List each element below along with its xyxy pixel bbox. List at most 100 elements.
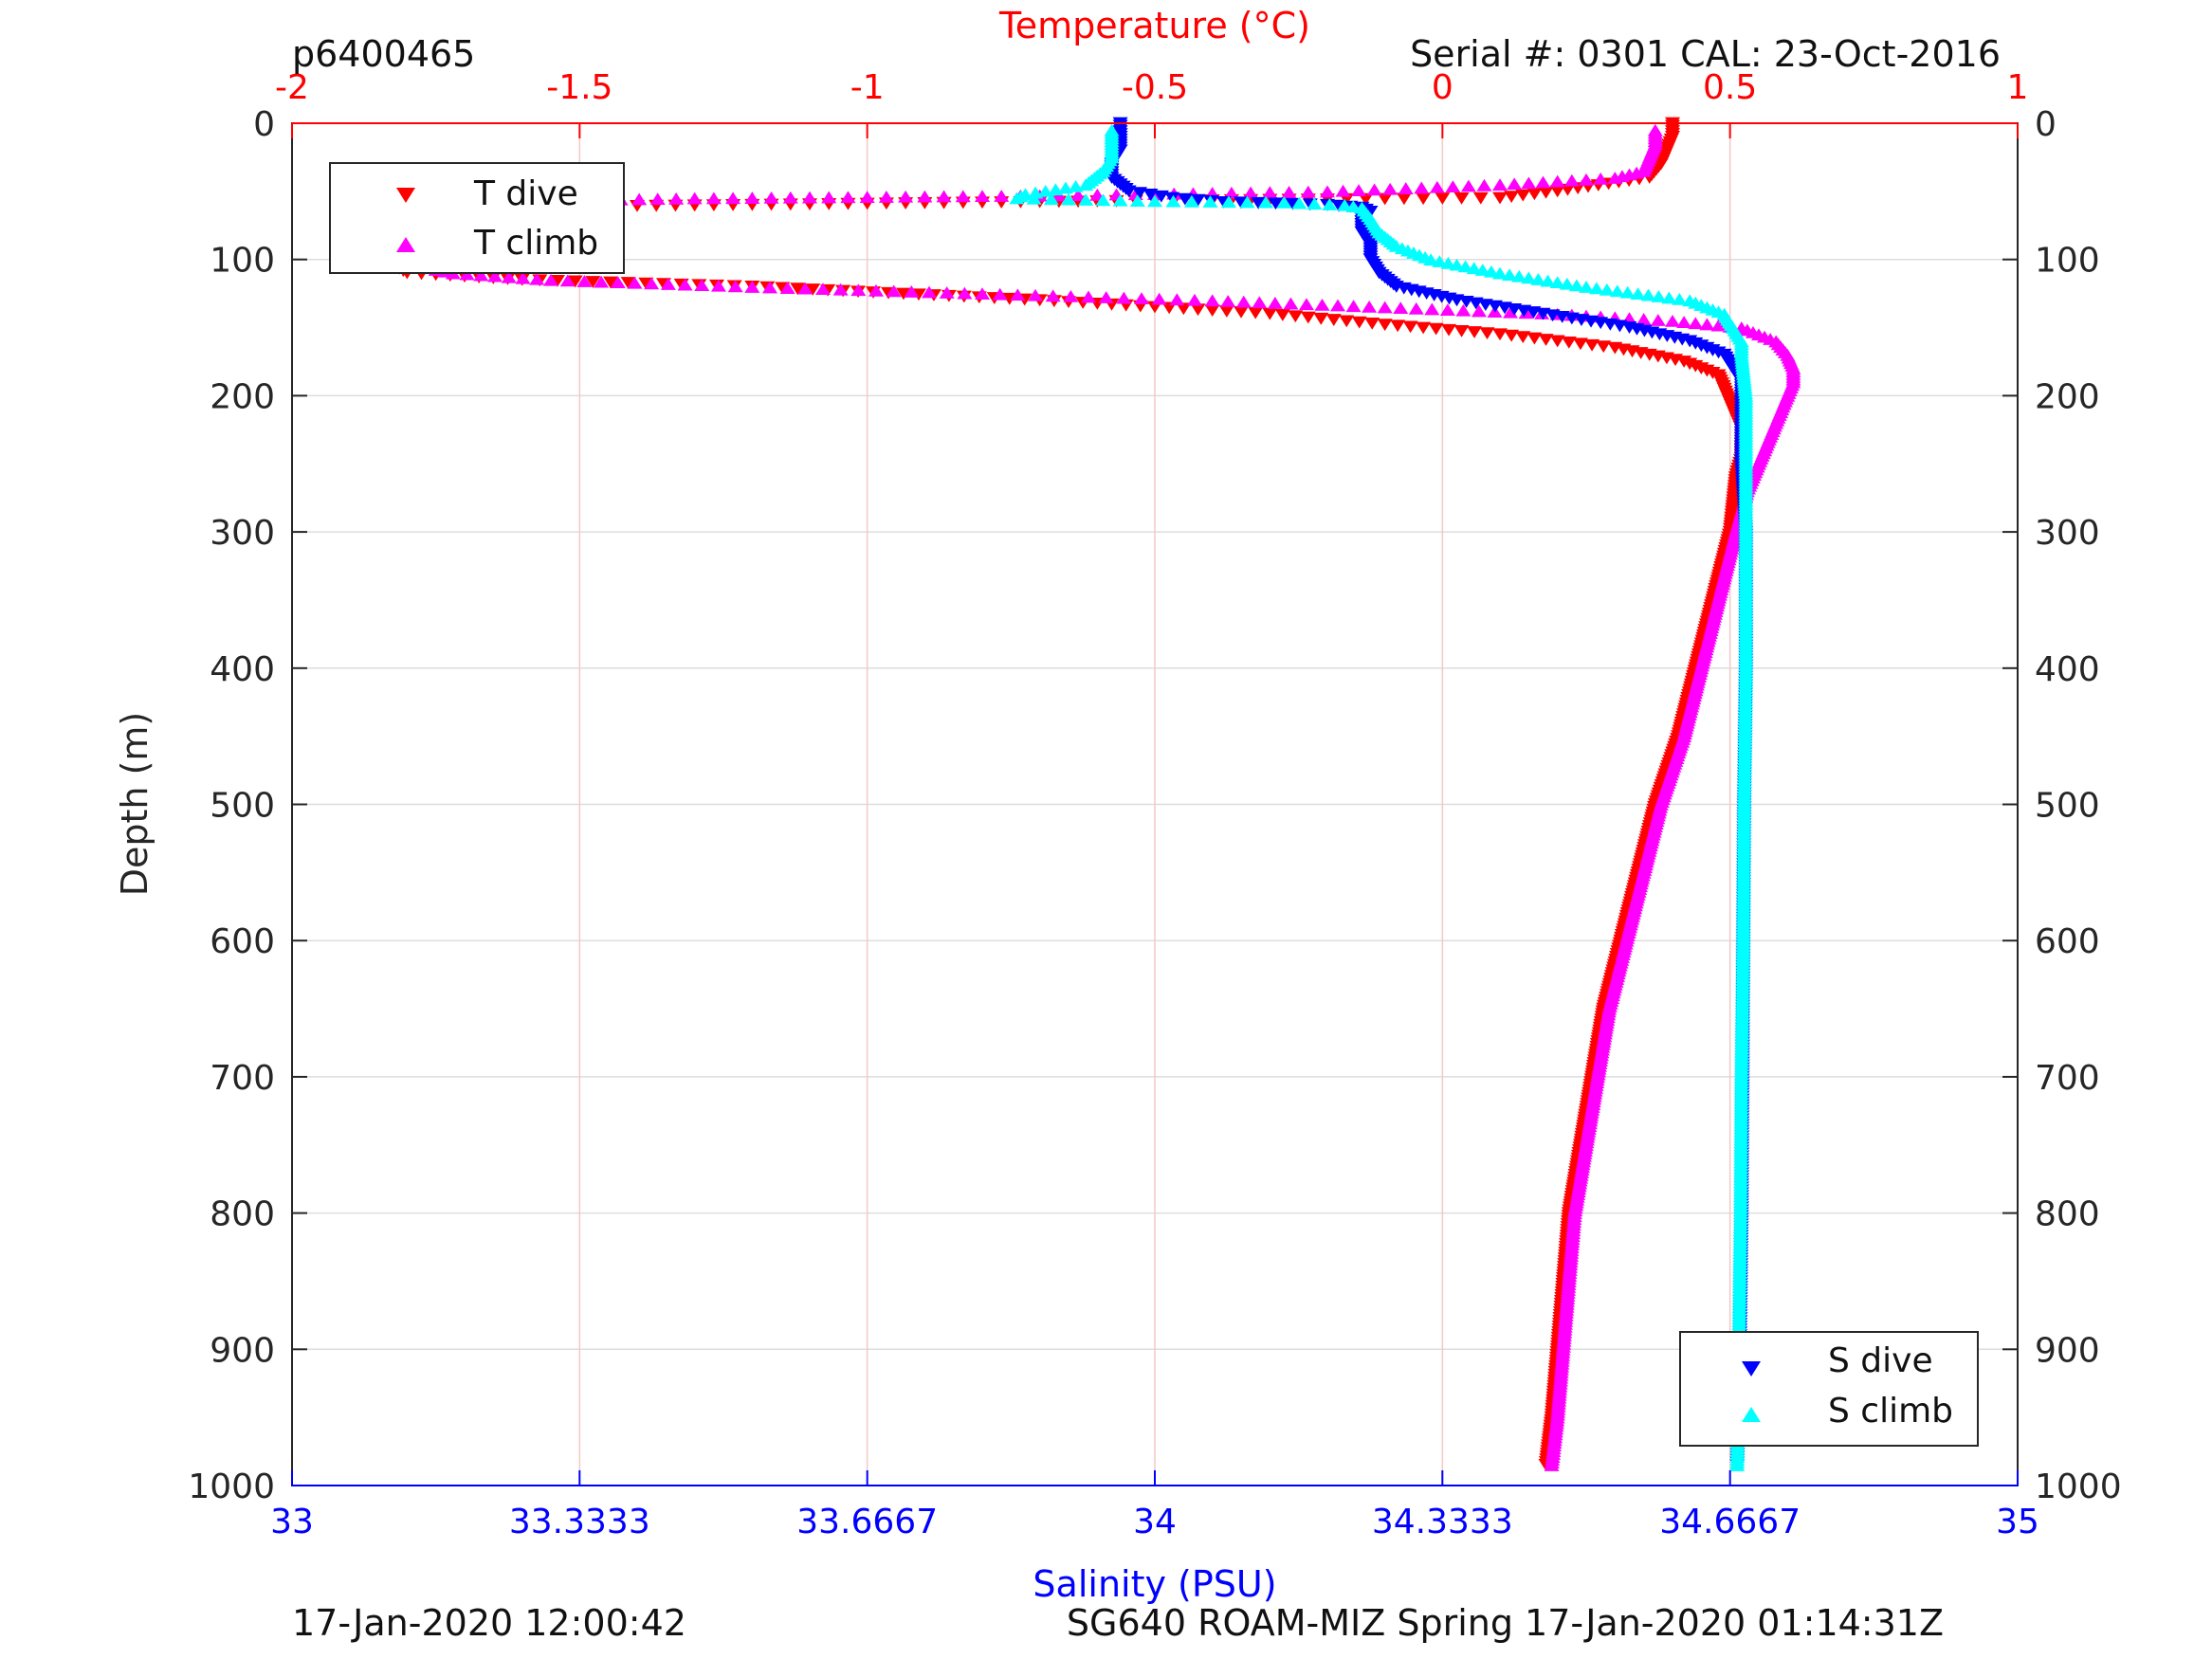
data-point-s-climb <box>1521 271 1537 284</box>
depth-tick-label-right: 0 <box>2035 105 2057 144</box>
data-point-t-dive <box>1416 192 1432 206</box>
data-point-s-climb <box>1483 264 1499 278</box>
data-point-t-dive <box>1218 305 1234 318</box>
data-point-s-dive <box>1251 196 1267 210</box>
depth-tick-label-left: 700 <box>210 1059 275 1098</box>
data-point-s-dive <box>1121 185 1137 198</box>
data-point-s-climb <box>1258 195 1273 209</box>
data-point-t-dive <box>1504 191 1520 203</box>
data-point-t-dive <box>603 276 618 289</box>
data-point-t-climb <box>904 285 920 298</box>
temperature-tick-label: -2 <box>275 68 309 107</box>
data-point-t-climb <box>1081 290 1096 303</box>
data-point-t-dive <box>1467 326 1483 338</box>
depth-tick-label-left: 200 <box>210 377 275 416</box>
data-point-t-climb <box>529 272 545 285</box>
data-point-t-dive <box>1396 192 1412 206</box>
data-point-s-climb <box>1221 195 1236 209</box>
data-point-s-climb <box>1048 183 1064 196</box>
data-point-t-climb <box>898 190 914 203</box>
data-point-t-climb <box>1028 288 1043 301</box>
salinity-tick-label: 35 <box>1996 1503 2039 1541</box>
data-point-s-climb <box>1291 196 1307 210</box>
data-point-t-climb <box>1362 300 1378 313</box>
data-point-t-dive <box>1492 328 1508 341</box>
data-point-t-climb <box>955 190 971 203</box>
data-point-t-dive <box>1190 303 1206 317</box>
temperature-tick-label: -1.5 <box>546 68 612 107</box>
data-point-t-climb <box>1521 176 1537 190</box>
data-point-t-climb <box>1151 292 1167 305</box>
data-point-t-climb <box>939 286 955 299</box>
data-point-t-dive <box>1234 305 1249 319</box>
legend-t-dive-marker <box>396 188 415 203</box>
data-point-t-dive <box>1339 315 1355 328</box>
data-point-t-dive <box>1572 337 1588 351</box>
data-point-s-climb <box>1672 292 1688 305</box>
data-point-s-climb <box>1009 191 1025 205</box>
data-point-t-dive <box>1300 311 1316 324</box>
grid-layer <box>292 123 2018 1486</box>
data-point-s-climb <box>1057 181 1073 194</box>
data-point-t-dive <box>1262 307 1278 320</box>
data-point-s-climb <box>1511 269 1527 283</box>
data-point-t-climb <box>763 191 779 204</box>
data-point-t-climb <box>1445 180 1461 193</box>
data-point-t-dive <box>1453 324 1470 337</box>
data-point-s-climb <box>1276 195 1292 209</box>
data-point-s-climb <box>1095 193 1111 207</box>
data-point-s-climb <box>1630 287 1646 301</box>
data-point-s-climb <box>1432 255 1448 267</box>
data-point-t-climb <box>1063 289 1079 302</box>
salinity-axis-title: Salinity (PSU) <box>1033 1563 1276 1605</box>
data-point-s-climb <box>1549 276 1565 289</box>
data-point-s-dive <box>1153 190 1169 203</box>
data-point-t-dive <box>1435 192 1451 205</box>
data-point-s-climb <box>1568 279 1584 292</box>
data-point-t-climb <box>631 192 648 206</box>
data-point-t-dive <box>1515 189 1531 202</box>
data-point-t-climb <box>1439 303 1455 317</box>
data-point-s-climb <box>1530 273 1546 285</box>
data-point-t-dive <box>1364 317 1380 330</box>
tick-layer: 0 0 100 100 200 200 300 300 400 400 500 500 600 600 70… <box>188 68 2121 1541</box>
data-point-t-dive <box>1416 321 1432 335</box>
data-point-t-climb <box>1281 186 1297 198</box>
data-point-t-dive <box>1428 322 1444 336</box>
data-point-s-climb <box>1078 193 1094 206</box>
data-point-s-climb <box>1147 194 1162 208</box>
data-point-t-climb <box>501 270 517 283</box>
data-point-t-climb <box>1298 298 1314 311</box>
data-point-t-climb <box>1492 178 1508 191</box>
data-point-t-climb <box>559 274 576 287</box>
legend-t-climb-marker <box>396 237 415 252</box>
depth-tick-label-left: 900 <box>210 1331 275 1370</box>
data-point-t-climb <box>1382 182 1398 195</box>
legend-temperature-box <box>329 162 625 274</box>
depth-tick-label-left: 400 <box>210 650 275 689</box>
data-point-t-dive <box>1390 319 1406 333</box>
data-point-t-climb <box>473 268 489 282</box>
data-point-t-climb <box>1650 314 1666 326</box>
data-point-t-climb <box>917 190 933 203</box>
data-point-t-dive <box>1472 191 1489 205</box>
legend-salinity: S dive S climb <box>1679 1331 1979 1447</box>
legend-s-climb-label: S climb <box>1828 1392 1953 1431</box>
data-point-t-climb <box>610 276 626 289</box>
data-point-t-dive <box>1492 191 1508 205</box>
data-point-t-dive <box>1515 331 1531 344</box>
data-point-t-climb <box>1593 172 1609 185</box>
data-point-t-climb <box>1699 318 1715 331</box>
data-point-t-climb <box>1579 173 1594 186</box>
data-point-t-dive <box>790 283 806 296</box>
data-point-t-climb <box>727 280 743 293</box>
depth-tick-label-right: 300 <box>2035 514 2100 553</box>
data-point-t-climb <box>1204 294 1220 307</box>
data-point-t-climb <box>1300 185 1316 198</box>
data-point-t-climb <box>975 287 990 301</box>
data-point-t-climb <box>1455 303 1472 317</box>
depth-tick-label-right: 500 <box>2035 787 2100 826</box>
data-point-s-climb <box>1640 288 1656 301</box>
data-point-t-climb <box>878 191 894 203</box>
